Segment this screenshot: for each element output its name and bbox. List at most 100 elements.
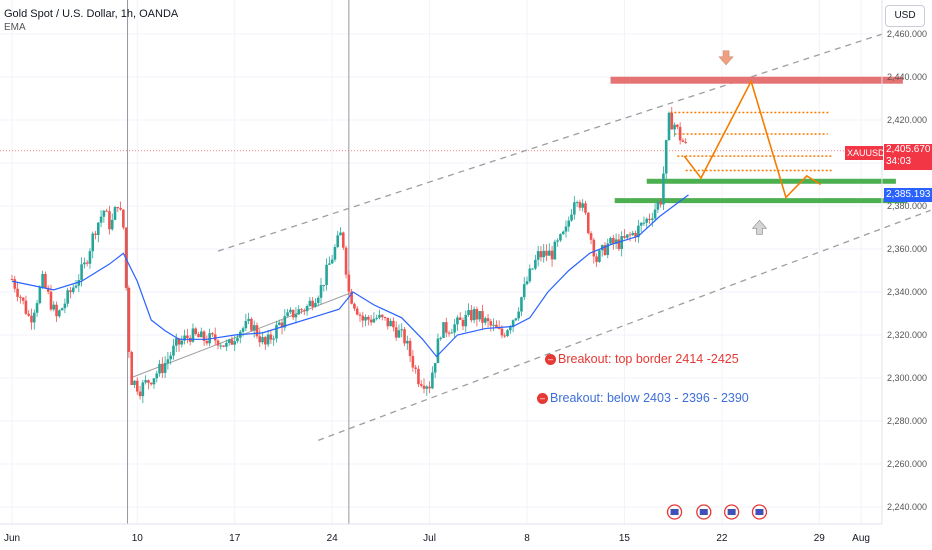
candle-body	[662, 173, 665, 205]
time-tick-label: Jun	[4, 533, 20, 544]
ema-price-tag: 2,385.193	[884, 188, 932, 202]
vertical-markers	[127, 0, 350, 524]
candle-body	[141, 382, 145, 397]
candle-body	[300, 309, 303, 311]
price-tick-label: 2,260.000	[887, 459, 927, 469]
candle-body	[428, 386, 431, 389]
candle-body	[163, 362, 167, 373]
candle-body	[105, 210, 108, 212]
annotation-breakout-below[interactable]: – Breakout: below 2403 - 2396 - 2390	[537, 391, 749, 405]
candle-body	[453, 324, 456, 333]
candle-body	[364, 316, 367, 321]
time-axis[interactable]: Jun 10 17 24 Jul 8 15 22 29 Aug	[0, 523, 882, 544]
candle-body	[116, 207, 120, 209]
zigzag-projection[interactable]	[683, 79, 822, 199]
candle-body	[431, 372, 434, 389]
grid	[0, 0, 882, 524]
candle-body	[325, 264, 328, 285]
price-tick-label: 2,360.000	[887, 244, 927, 254]
candle-body	[475, 309, 479, 320]
candle-body	[392, 320, 395, 328]
candle-body	[606, 243, 610, 255]
candle-body	[539, 251, 543, 258]
candle-body	[411, 356, 415, 368]
candle-body	[200, 331, 203, 338]
candle-body	[99, 216, 103, 223]
candle-body	[378, 314, 381, 318]
candle-body	[291, 309, 295, 318]
candle-body	[367, 316, 370, 320]
candle-body	[341, 232, 345, 248]
price-levels[interactable]	[610, 76, 908, 204]
candle-body	[380, 314, 384, 317]
candle-body	[294, 314, 298, 318]
economic-events[interactable]	[666, 504, 768, 520]
support-line	[646, 178, 896, 184]
candle-body	[55, 304, 58, 317]
candle-body	[94, 233, 97, 235]
candle-body	[500, 328, 504, 336]
candle-body	[275, 324, 278, 339]
candle-body	[261, 337, 264, 343]
price-axis[interactable]: 2,460.0002,440.0002,420.0002,400.0002,38…	[881, 0, 927, 524]
candle-body	[617, 239, 621, 250]
candle-body	[528, 268, 532, 282]
price-channel[interactable]	[130, 31, 931, 441]
annotation-breakout-top[interactable]: – Breakout: top border 2414 -2425	[545, 352, 739, 366]
candle-body	[205, 340, 209, 344]
candle-body	[277, 322, 281, 325]
time-tick-label: 10	[132, 533, 144, 544]
candle-body	[525, 281, 529, 285]
candle-body	[316, 297, 320, 303]
candle-body	[339, 232, 342, 236]
symbol-title[interactable]: Gold Spot / U.S. Dollar, 1h, OANDA	[4, 8, 179, 20]
candle-body	[520, 297, 523, 312]
candle-body	[133, 380, 136, 386]
support-line	[614, 198, 908, 204]
price-tick-label: 2,420.000	[887, 115, 927, 125]
candle-body	[35, 303, 39, 313]
candle-body	[336, 235, 340, 248]
indicator-label[interactable]: EMA	[4, 22, 26, 33]
candle-body	[311, 300, 314, 307]
candle-body	[119, 207, 122, 210]
candle-body	[503, 335, 507, 337]
candle-body	[659, 202, 662, 205]
candle-body	[667, 112, 671, 141]
time-tick-label: 17	[229, 533, 241, 544]
candle-body	[194, 328, 198, 335]
resistance-band	[610, 76, 903, 84]
candle-body	[645, 218, 649, 223]
candle-body	[319, 285, 323, 298]
us-flag-icon-body	[727, 509, 736, 515]
price-tick-label: 2,440.000	[887, 72, 927, 82]
currency-button[interactable]: USD	[885, 5, 925, 27]
candle-body	[586, 212, 590, 234]
candle-body	[639, 222, 643, 226]
candle-body	[386, 317, 390, 327]
candle-body	[147, 380, 150, 383]
candle-body	[208, 333, 211, 344]
candle-body	[347, 274, 351, 292]
candle-body	[361, 315, 365, 321]
candle-body	[681, 140, 685, 142]
last-price-tag: 2,405.670 34:03	[884, 144, 932, 170]
candle-body	[673, 124, 676, 130]
candle-body	[509, 327, 512, 331]
candle-body	[225, 343, 228, 347]
candle-body	[642, 222, 646, 224]
candle-body	[634, 232, 637, 238]
candle-body	[250, 318, 253, 331]
candle-body	[419, 384, 423, 386]
candle-body	[52, 304, 56, 310]
candle-body	[272, 338, 275, 340]
candle-body	[581, 203, 584, 208]
candle-body	[350, 291, 353, 304]
candle-body	[353, 303, 356, 309]
us-flag-icon-body	[699, 509, 708, 515]
candle-body	[308, 300, 312, 307]
arrow-markers[interactable]	[718, 50, 768, 235]
candle-body	[60, 308, 64, 311]
candle-body	[191, 328, 195, 342]
